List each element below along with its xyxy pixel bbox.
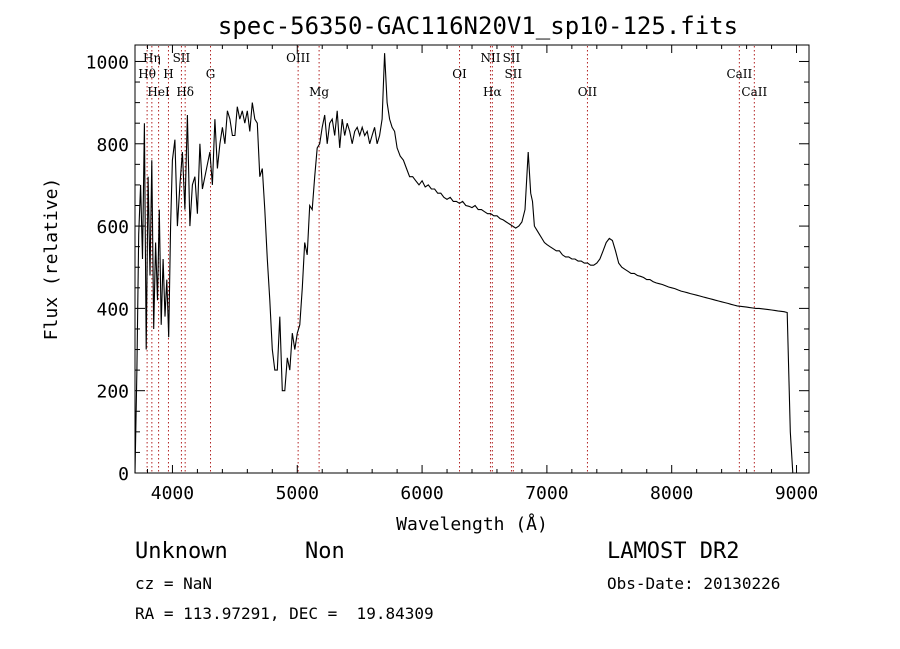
line-label: Hθ (138, 67, 156, 81)
line-label: HeI (147, 85, 170, 99)
y-tick-label: 0 (118, 464, 129, 485)
obs-date: Obs-Date: 20130226 (607, 574, 781, 593)
spectrum-line (134, 53, 794, 474)
ra-dec-coordinates: RA = 113.97291, DEC = 19.84309 (135, 604, 434, 623)
line-label: SII (504, 67, 522, 81)
line-label: SII (503, 51, 521, 65)
y-tick-label: 400 (96, 299, 129, 320)
y-tick-label: 800 (96, 135, 129, 156)
survey-label: LAMOST DR2 (607, 539, 740, 564)
x-tick-label: 6000 (400, 483, 443, 504)
y-tick-label: 1000 (86, 52, 129, 73)
class-label: Unknown (135, 539, 228, 564)
plot-frame (134, 44, 810, 474)
line-label: OII (578, 85, 598, 99)
x-tick-label: 7000 (525, 483, 568, 504)
line-label: CaII (741, 85, 767, 99)
line-label: Hδ (176, 85, 194, 99)
cz-value: cz = NaN (135, 574, 213, 593)
line-label: OI (452, 67, 467, 81)
line-label: SII (173, 51, 191, 65)
line-label: G (206, 67, 216, 81)
line-label: OIII (286, 51, 310, 65)
spectral-line-labels: HηHθHeIHSIIHδGOIIIMgOINIIHαSIISIIOIICaII… (138, 51, 767, 99)
spectrum-chart: spec-56350-GAC116N20V1_sp10-125.fits HηH… (41, 12, 818, 535)
line-label: H (163, 67, 173, 81)
x-tick-label: 5000 (276, 483, 319, 504)
y-tick-label: 200 (96, 382, 129, 403)
y-axis-label: Flux (relative) (41, 178, 62, 341)
line-label: Mg (309, 85, 329, 99)
x-tick-label: 4000 (151, 483, 194, 504)
y-tick-label: 600 (96, 217, 129, 238)
x-axis-ticks: 4000 5000 6000 7000 8000 9000 (146, 45, 818, 504)
line-label: NII (480, 51, 500, 65)
x-tick-label: 8000 (650, 483, 693, 504)
y-axis-ticks: 0 200 400 600 800 1000 (86, 52, 809, 485)
x-tick-label: 9000 (775, 483, 818, 504)
chart-title: spec-56350-GAC116N20V1_sp10-125.fits (218, 12, 738, 40)
line-label: Hη (143, 51, 161, 65)
x-axis-label: Wavelength (Å) (396, 513, 548, 535)
line-label: CaII (726, 67, 752, 81)
line-label: Hα (483, 85, 502, 99)
subclass-label: Non (305, 539, 345, 564)
